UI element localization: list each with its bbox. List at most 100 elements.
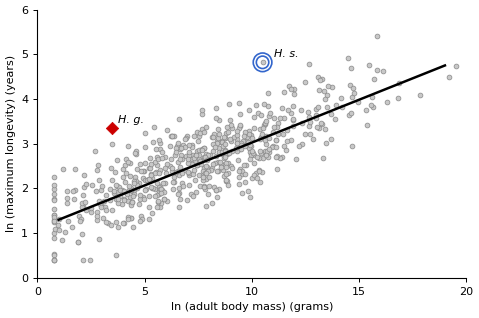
Point <box>199 175 206 180</box>
Point <box>301 131 308 136</box>
Point <box>222 177 229 182</box>
Point <box>185 173 193 178</box>
Point <box>182 153 190 158</box>
Point <box>185 182 193 187</box>
Point <box>323 92 331 97</box>
Point <box>148 162 155 167</box>
Point <box>245 129 253 134</box>
Point <box>114 183 121 188</box>
Point <box>146 155 154 160</box>
Point <box>125 199 132 204</box>
Point <box>253 154 261 159</box>
Point <box>51 218 58 223</box>
Point <box>156 146 163 151</box>
Point <box>201 155 208 160</box>
Point <box>103 208 110 213</box>
Point <box>151 187 159 192</box>
Point <box>347 111 355 116</box>
Point <box>156 188 163 193</box>
Point <box>82 182 90 187</box>
Point <box>281 89 288 94</box>
Point <box>156 186 164 191</box>
Point <box>188 157 196 162</box>
Point <box>169 180 177 185</box>
Point <box>225 170 232 176</box>
Point <box>193 162 201 167</box>
Point <box>292 156 300 162</box>
Point <box>312 107 319 112</box>
Point <box>202 203 209 208</box>
Point <box>224 130 231 135</box>
Point <box>182 168 189 173</box>
Point <box>158 155 166 160</box>
Point <box>274 120 282 125</box>
Point <box>306 131 314 136</box>
Point <box>249 150 257 156</box>
Point <box>151 159 159 164</box>
Point <box>163 128 171 133</box>
Point <box>241 129 249 135</box>
Point <box>234 141 241 146</box>
Point <box>133 149 140 154</box>
Point <box>171 174 178 179</box>
Point <box>250 172 258 177</box>
Point <box>261 149 268 154</box>
Point <box>213 139 220 144</box>
Point <box>216 146 223 151</box>
Point <box>195 134 203 139</box>
Point <box>383 100 391 105</box>
Point <box>236 111 244 116</box>
Point <box>212 105 219 110</box>
Point <box>59 166 67 171</box>
Point <box>97 187 104 192</box>
Point <box>222 164 230 169</box>
Point <box>198 107 206 113</box>
Point <box>298 121 306 126</box>
Point <box>230 134 238 139</box>
Point <box>239 190 246 195</box>
Point <box>236 122 244 127</box>
Point <box>163 162 171 167</box>
Point <box>120 188 128 193</box>
Point <box>162 170 170 176</box>
Point <box>129 224 137 229</box>
Point <box>51 258 58 263</box>
Point <box>278 154 286 159</box>
Point <box>395 81 403 86</box>
Point <box>290 104 297 109</box>
Point <box>208 135 216 140</box>
Point <box>213 195 221 200</box>
Point <box>228 165 236 170</box>
Point <box>176 170 184 176</box>
Point <box>265 114 273 119</box>
Point <box>205 183 213 189</box>
Point <box>197 161 205 166</box>
Point <box>327 136 335 141</box>
Point <box>236 100 243 106</box>
Point <box>237 146 245 151</box>
Point <box>220 152 228 157</box>
Point <box>246 131 253 136</box>
Point <box>205 175 213 180</box>
Point <box>144 177 151 183</box>
Point <box>184 161 192 166</box>
Point <box>51 187 58 192</box>
Point <box>244 140 252 145</box>
Point <box>74 240 81 245</box>
Point <box>248 176 255 181</box>
Point <box>224 124 231 129</box>
Point <box>289 116 297 121</box>
Point <box>285 84 293 89</box>
Point <box>190 134 198 139</box>
Point <box>155 138 162 143</box>
Point <box>156 167 164 172</box>
Point <box>364 122 371 128</box>
Point <box>264 91 272 96</box>
Point <box>289 118 297 123</box>
Point <box>188 142 196 147</box>
Point <box>270 124 277 129</box>
Point <box>155 170 163 176</box>
Point <box>242 138 250 143</box>
Point <box>247 144 255 149</box>
Point <box>274 124 281 129</box>
